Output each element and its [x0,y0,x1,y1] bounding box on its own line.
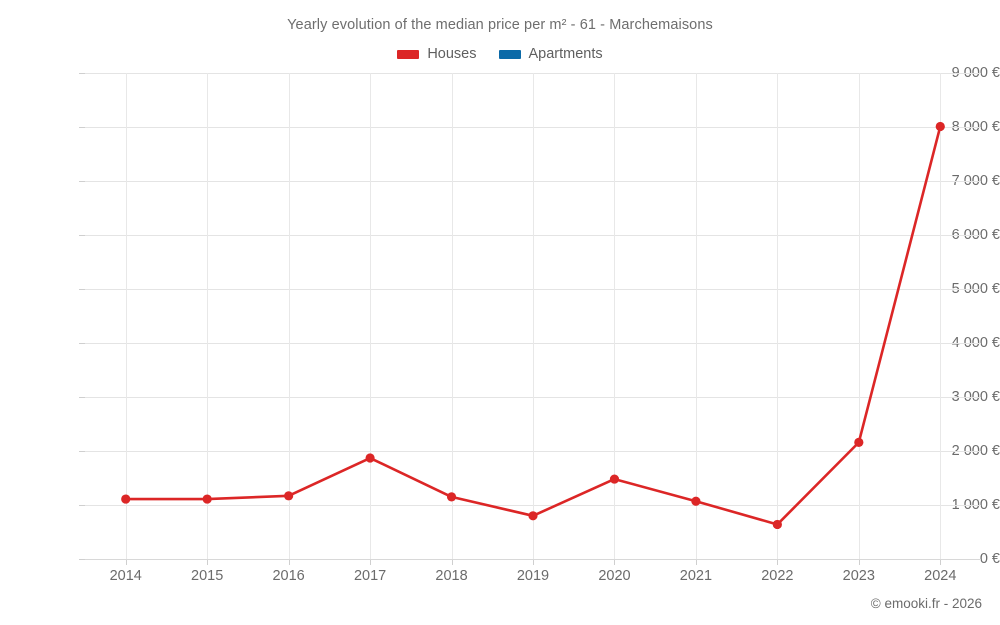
x-axis-tick-label: 2020 [598,568,631,584]
x-axis-tick-label: 2024 [924,568,957,584]
y-axis-tick-label: 0 € [979,551,1000,567]
y-axis-tick-mark [79,559,85,560]
x-axis-tick-label: 2015 [191,568,224,584]
x-axis-tick-mark [940,559,942,565]
x-axis-tick-mark [125,559,127,565]
legend-item-apartments[interactable]: Apartments [498,46,603,62]
gridline-vertical [858,73,860,559]
y-axis-tick-mark [79,73,85,74]
y-axis-tick-mark [79,127,85,128]
series-line-houses [124,125,942,526]
gridline-vertical [125,73,127,559]
gridline-vertical [777,73,779,559]
x-axis-tick-mark [858,559,860,565]
gridline-vertical [288,73,290,559]
data-point[interactable] [935,121,945,132]
x-axis-tick-label: 2016 [272,568,305,584]
series-layer [121,121,945,530]
x-axis-tick-mark [533,559,534,565]
y-axis-tick-mark [79,505,85,506]
x-axis-tick-mark [614,559,616,565]
x-axis-tick-label: 2014 [109,568,142,584]
gridline-vertical [940,73,942,559]
data-point[interactable] [772,519,782,530]
gridline-vertical [451,73,453,559]
gridline-vertical [614,73,616,559]
x-axis-tick-label: 2019 [516,568,550,584]
legend-swatch-houses [397,49,420,59]
gridline-vertical [695,73,697,559]
x-axis-tick-label: 2023 [842,568,875,584]
x-axis-tick-label: 2021 [679,568,713,584]
legend-label-houses: Houses [427,46,477,62]
data-point[interactable] [854,437,864,447]
y-axis-tick-mark [79,289,85,290]
chart-title: Yearly evolution of the median price per… [287,17,713,33]
y-axis-tick-mark [79,235,85,236]
x-axis-tick-mark [370,559,372,565]
data-point[interactable] [691,496,701,506]
plot-area [85,73,981,560]
legend-item-houses[interactable]: Houses [397,46,477,62]
y-axis-tick-mark [79,181,85,182]
y-axis-tick-mark [79,397,85,398]
x-axis-tick-mark [207,559,209,565]
x-axis-tick-label: 2018 [435,568,468,584]
gridline-vertical [533,73,534,559]
data-point[interactable] [284,491,294,501]
y-axis-tick-mark [79,451,85,452]
chart-legend: Houses Apartments [0,46,1000,62]
x-axis-tick-mark [451,559,453,565]
x-axis-tick-label: 2017 [353,568,387,584]
y-axis-tick-mark [79,343,85,344]
legend-label-apartments: Apartments [528,46,603,62]
x-axis-tick-label: 2022 [761,568,794,584]
data-point[interactable] [446,492,457,502]
gridline-horizontal [85,559,981,560]
x-axis-tick-mark [695,559,697,565]
gridline-vertical [370,73,372,559]
data-point[interactable] [365,453,375,463]
data-point[interactable] [121,494,131,504]
legend-swatch-apartments [498,49,521,59]
x-axis-tick-mark [777,559,779,565]
footer-credit: © emooki.fr - 2026 [870,596,982,611]
data-point[interactable] [528,511,538,521]
gridline-vertical [207,73,209,559]
x-axis-tick-mark [288,559,290,565]
data-point[interactable] [609,474,620,484]
data-point[interactable] [202,494,212,504]
